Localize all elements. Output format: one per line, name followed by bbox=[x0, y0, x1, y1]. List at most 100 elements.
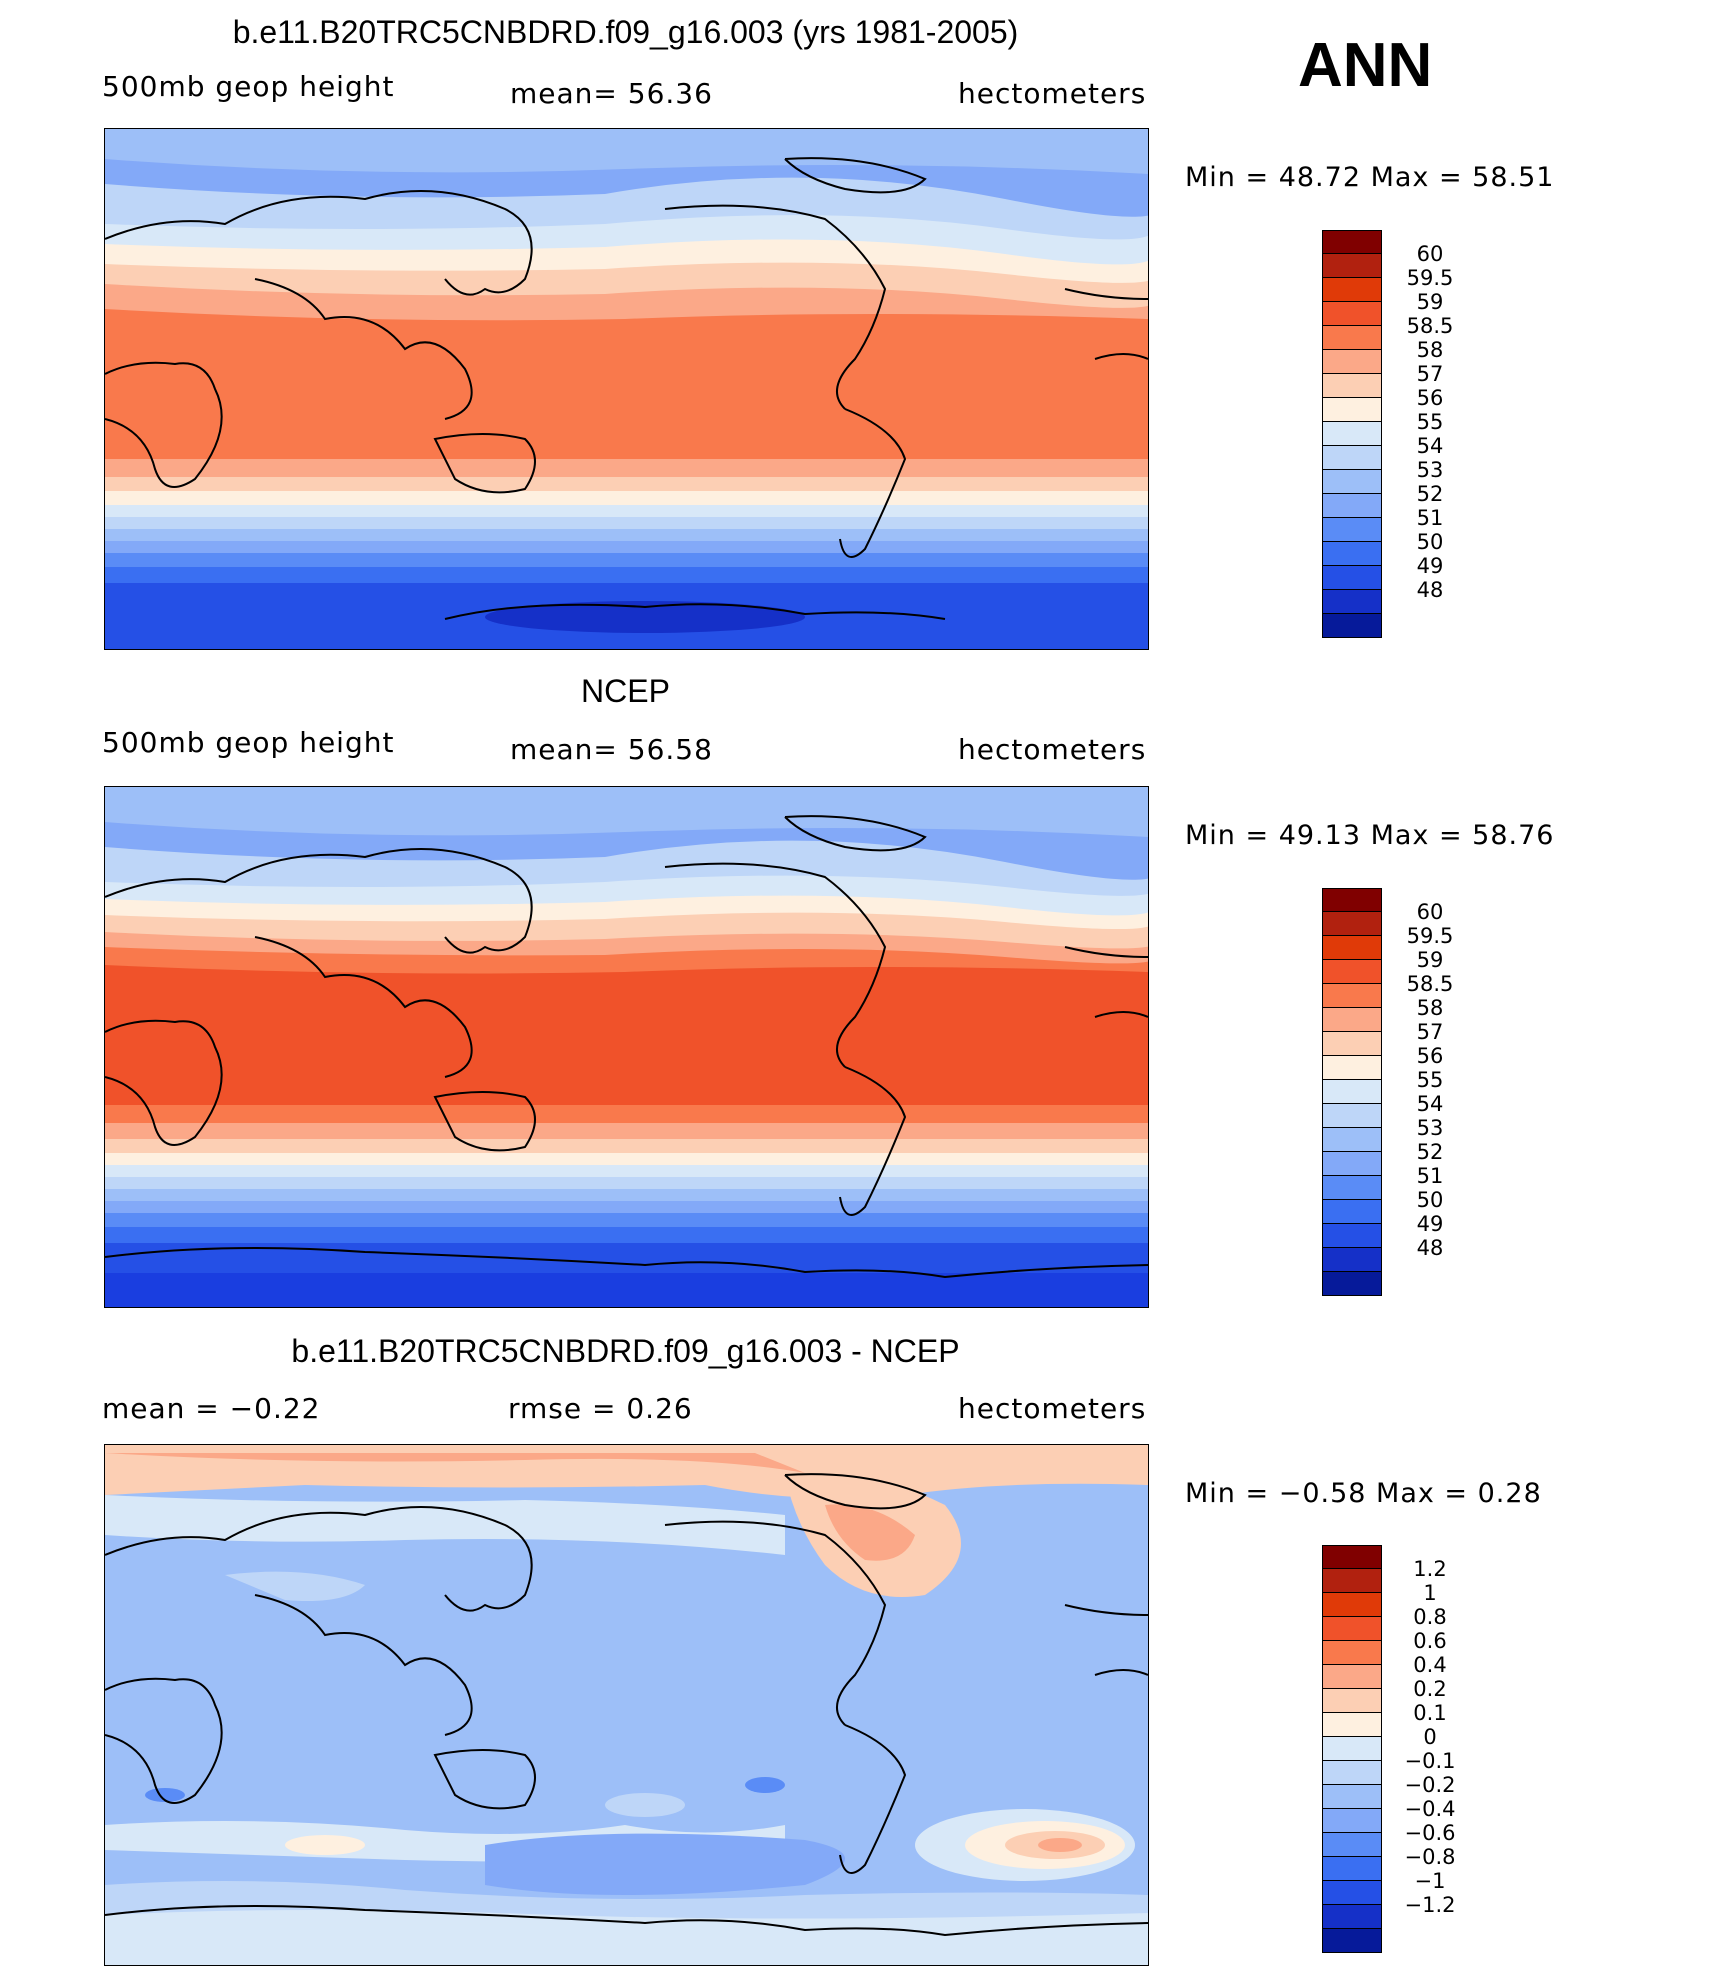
colorbar-swatch bbox=[1322, 1008, 1382, 1032]
colorbar-swatch bbox=[1322, 1905, 1382, 1929]
colorbar-swatch bbox=[1322, 1272, 1382, 1296]
colorbar-swatch bbox=[1322, 494, 1382, 518]
colorbar-tick-label: 60 bbox=[1416, 242, 1444, 266]
colorbar-tick-label: −0.8 bbox=[1404, 1845, 1456, 1869]
colorbar-tick-label: 52 bbox=[1416, 482, 1444, 506]
colorbar-swatch bbox=[1322, 1785, 1382, 1809]
colorbar-tick-label: 1.2 bbox=[1413, 1557, 1447, 1581]
colorbar-swatch bbox=[1322, 1545, 1382, 1569]
colorbar-tick-label: 49 bbox=[1416, 1212, 1444, 1236]
colorbar-swatch bbox=[1322, 984, 1382, 1008]
colorbar-swatch bbox=[1322, 518, 1382, 542]
panel-3-contour-field bbox=[105, 1445, 1148, 1965]
colorbar-tick-label: 49 bbox=[1416, 554, 1444, 578]
panel-2-minmax: Min = 49.13 Max = 58.76 bbox=[1185, 820, 1555, 851]
colorbar-tick-label: 58.5 bbox=[1406, 972, 1454, 996]
colorbar-tick-label: 55 bbox=[1416, 410, 1444, 434]
colorbar-swatch bbox=[1322, 446, 1382, 470]
panel-2-mean-label: mean= 56.58 bbox=[510, 733, 713, 766]
colorbar-tick-label: 59 bbox=[1416, 948, 1444, 972]
season-label: ANN bbox=[1298, 31, 1433, 100]
panel-2-contour-field bbox=[105, 787, 1148, 1307]
colorbar-swatch bbox=[1322, 1833, 1382, 1857]
colorbar-tick-label: 55 bbox=[1416, 1068, 1444, 1092]
colorbar-tick-label: −1 bbox=[1414, 1869, 1446, 1893]
colorbar-tick-label: 54 bbox=[1416, 1092, 1444, 1116]
colorbar-swatch bbox=[1322, 254, 1382, 278]
panel-1-minmax: Min = 48.72 Max = 58.51 bbox=[1185, 162, 1555, 193]
colorbar-tick-label: 51 bbox=[1416, 506, 1444, 530]
colorbar-swatch bbox=[1322, 1737, 1382, 1761]
panel-3-title: b.e11.B20TRC5CNBDRD.f09_g16.003 - NCEP bbox=[291, 1333, 960, 1369]
colorbar-tick-label: 58.5 bbox=[1406, 314, 1454, 338]
colorbar-swatch bbox=[1322, 470, 1382, 494]
colorbar-tick-label: 0.4 bbox=[1413, 1653, 1447, 1677]
panel-3-minmax: Min = −0.58 Max = 0.28 bbox=[1185, 1478, 1542, 1509]
panel-1-title: b.e11.B20TRC5CNBDRD.f09_g16.003 (yrs 198… bbox=[232, 14, 1019, 50]
colorbar-swatch bbox=[1322, 1224, 1382, 1248]
colorbar-tick-label: −0.2 bbox=[1404, 1773, 1456, 1797]
colorbar-tick-label: 50 bbox=[1416, 1188, 1444, 1212]
colorbar-tick-label: 48 bbox=[1416, 578, 1444, 602]
colorbar-swatch bbox=[1322, 1128, 1382, 1152]
colorbar-tick-label: 57 bbox=[1416, 362, 1444, 386]
colorbar-tick-label: 53 bbox=[1416, 1116, 1444, 1140]
colorbar-swatch bbox=[1322, 1080, 1382, 1104]
colorbar-swatch bbox=[1322, 590, 1382, 614]
colorbar-tick-label: 0.6 bbox=[1413, 1629, 1447, 1653]
colorbar-tick-label: 53 bbox=[1416, 458, 1444, 482]
colorbar-swatch bbox=[1322, 1152, 1382, 1176]
colorbar-tick-label: 60 bbox=[1416, 900, 1444, 924]
colorbar-swatch bbox=[1322, 1248, 1382, 1272]
colorbar-swatch bbox=[1322, 1056, 1382, 1080]
colorbar-swatch bbox=[1322, 566, 1382, 590]
colorbar-tick-label: 50 bbox=[1416, 530, 1444, 554]
panel-2-colorbar bbox=[1322, 888, 1382, 1296]
colorbar-tick-label: −1.2 bbox=[1404, 1893, 1456, 1917]
colorbar-swatch bbox=[1322, 1713, 1382, 1737]
colorbar-tick-label: 52 bbox=[1416, 1140, 1444, 1164]
colorbar-swatch bbox=[1322, 1617, 1382, 1641]
panel-1-map bbox=[104, 128, 1149, 650]
colorbar-swatch bbox=[1322, 1761, 1382, 1785]
colorbar-swatch bbox=[1322, 1104, 1382, 1128]
colorbar-tick-label: 56 bbox=[1416, 1044, 1444, 1068]
panel-2-map bbox=[104, 786, 1149, 1308]
colorbar-swatch bbox=[1322, 888, 1382, 912]
colorbar-tick-label: 48 bbox=[1416, 1236, 1444, 1260]
colorbar-tick-label: 51 bbox=[1416, 1164, 1444, 1188]
colorbar-tick-label: −0.6 bbox=[1404, 1821, 1456, 1845]
colorbar-tick-label: 0 bbox=[1423, 1725, 1437, 1749]
colorbar-tick-label: 59.5 bbox=[1406, 266, 1454, 290]
colorbar-swatch bbox=[1322, 1593, 1382, 1617]
colorbar-swatch bbox=[1322, 278, 1382, 302]
panel-2-title: NCEP bbox=[581, 673, 670, 709]
colorbar-tick-label: 58 bbox=[1416, 996, 1444, 1020]
panel-3-colorbar bbox=[1322, 1545, 1382, 1953]
panel-1-colorbar bbox=[1322, 230, 1382, 638]
colorbar-swatch bbox=[1322, 398, 1382, 422]
panel-1-units-label: hectometers bbox=[958, 77, 1147, 110]
colorbar-tick-label: −0.1 bbox=[1404, 1749, 1456, 1773]
colorbar-tick-label: 59.5 bbox=[1406, 924, 1454, 948]
colorbar-tick-label: 58 bbox=[1416, 338, 1444, 362]
colorbar-swatch bbox=[1322, 1881, 1382, 1905]
colorbar-tick-label: 57 bbox=[1416, 1020, 1444, 1044]
colorbar-swatch bbox=[1322, 422, 1382, 446]
colorbar-swatch bbox=[1322, 542, 1382, 566]
colorbar-tick-label: 0.2 bbox=[1413, 1677, 1447, 1701]
panel-2-units-label: hectometers bbox=[958, 733, 1147, 766]
panel-3-units-label: hectometers bbox=[958, 1392, 1147, 1425]
colorbar-swatch bbox=[1322, 1929, 1382, 1953]
colorbar-swatch bbox=[1322, 614, 1382, 638]
colorbar-tick-label: 0.1 bbox=[1413, 1701, 1447, 1725]
colorbar-swatch bbox=[1322, 1176, 1382, 1200]
colorbar-swatch bbox=[1322, 1857, 1382, 1881]
panel-3-rmse-label: rmse = 0.26 bbox=[508, 1392, 693, 1425]
colorbar-swatch bbox=[1322, 1200, 1382, 1224]
colorbar-tick-label: 1 bbox=[1423, 1581, 1437, 1605]
panel-2-variable-label: 500mb geop height bbox=[102, 726, 395, 759]
panel-1-contour-field bbox=[105, 129, 1148, 649]
colorbar-tick-label: 59 bbox=[1416, 290, 1444, 314]
colorbar-swatch bbox=[1322, 936, 1382, 960]
